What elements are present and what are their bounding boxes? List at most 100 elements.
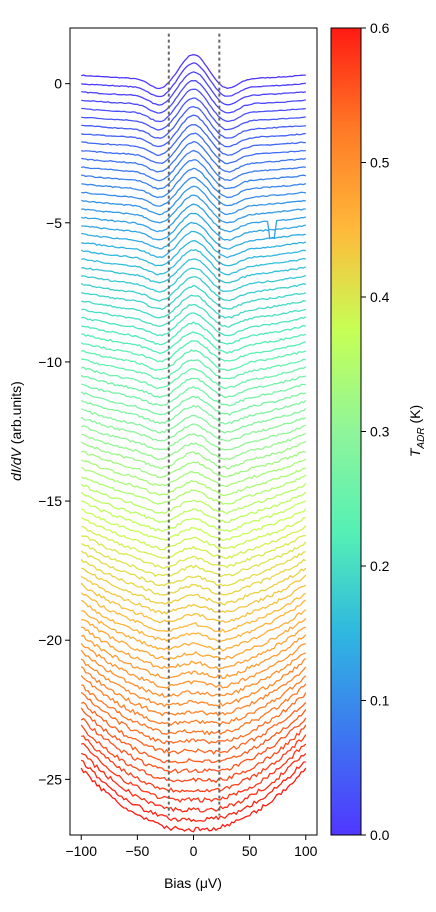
spectrum-trace — [81, 609, 307, 652]
spectrum-trace — [80, 649, 307, 698]
spectrum-trace — [81, 132, 306, 165]
spectrum-trace — [81, 176, 306, 207]
colorbar-tick-label: 0.3 — [370, 424, 390, 440]
spectrum-trace — [80, 440, 307, 470]
spectrum-trace — [81, 567, 307, 606]
colorbar-label-unit: (K) — [407, 405, 423, 428]
spectrum-trace — [80, 759, 306, 823]
spectrum-trace — [80, 550, 306, 587]
spectrum-trace — [81, 331, 307, 355]
spectrum-trace — [80, 374, 306, 399]
colorbar-tick-label: 0.0 — [370, 827, 390, 843]
spectrum-trace — [80, 407, 307, 434]
spectrum-trace — [81, 626, 306, 671]
y-axis-label-quantity: dI/dV — [8, 446, 24, 480]
spectrum-trace — [81, 358, 306, 381]
colorbar-label-main: T — [407, 447, 423, 457]
spectrum-trace — [80, 340, 307, 363]
spectrum-trace — [81, 525, 307, 560]
spectrum-trace — [80, 466, 306, 496]
spectrum-trace — [81, 53, 306, 90]
spectrum-trace — [81, 742, 307, 804]
spectrum-trace — [80, 558, 307, 596]
spectrum-trace — [81, 88, 306, 123]
spectrum-trace — [80, 666, 307, 717]
spectrum-trace — [80, 752, 307, 813]
spectrum-trace — [80, 592, 307, 633]
spectrum-trace — [80, 767, 307, 833]
spectrum-trace — [80, 284, 306, 311]
spectrum-trace — [80, 458, 307, 488]
y-axis-label-unit: (arb.units) — [8, 381, 24, 448]
spectrum-trace — [80, 675, 307, 726]
spectrum-trace — [81, 432, 307, 461]
spectrum-trace — [81, 71, 306, 106]
spectrum-trace — [81, 230, 307, 259]
y-tick-label: 0 — [54, 76, 62, 92]
reference-lines — [167, 33, 221, 816]
colorbar-tick-label: 0.1 — [370, 693, 390, 709]
spectrum-trace — [81, 267, 307, 293]
spectrum-trace — [81, 114, 306, 148]
y-tick-label: −15 — [38, 493, 62, 509]
x-axis-ticks: −100 −50 0 50 100 — [65, 835, 318, 859]
colorbar-label: TADR (K) — [407, 405, 427, 457]
spectrum-trace — [80, 658, 307, 708]
spectrum-trace — [80, 482, 307, 515]
spectrum-trace — [80, 366, 307, 390]
spectrum-trace — [81, 167, 307, 199]
y-axis-ticks: 0 −5 −10 −15 −20 −25 — [38, 76, 70, 787]
spectrum-trace — [80, 717, 307, 774]
spectrum-trace — [81, 79, 306, 114]
spectrum-trace — [80, 391, 307, 416]
spectrum-trace — [81, 450, 306, 479]
spectrum-trace — [81, 303, 306, 328]
colorbar-label-sub: ADR — [416, 427, 427, 449]
colorbar-tick-label: 0.4 — [370, 289, 390, 305]
spectrum-trace — [80, 185, 306, 216]
spectrum-trace — [81, 618, 307, 661]
spectrum-trace — [80, 574, 307, 615]
spectrum-trace — [81, 140, 307, 173]
y-tick-label: −10 — [38, 354, 62, 370]
spectrum-trace — [80, 701, 307, 756]
spectrum-trace — [81, 258, 307, 284]
spectrum-trace — [81, 124, 306, 157]
spectrum-trace — [80, 642, 306, 689]
spectrum-trace — [81, 106, 306, 139]
spectrum-trace — [81, 383, 306, 407]
spectrum-trace — [81, 149, 306, 182]
spectrum-trace — [80, 516, 306, 551]
spectrum-trace — [80, 634, 307, 680]
spectrum-trace — [80, 399, 307, 425]
y-tick-label: −25 — [38, 771, 62, 787]
x-tick-label: 50 — [242, 843, 258, 859]
spectrum-trace — [81, 97, 306, 131]
spectrum-trace — [80, 599, 307, 643]
spectrum-trace — [81, 248, 306, 276]
trace-group — [80, 53, 307, 833]
spectrum-trace — [80, 276, 307, 302]
spectrum-trace — [80, 474, 307, 505]
spectrum-trace — [81, 194, 306, 224]
colorbar — [330, 27, 362, 836]
spectrum-trace — [80, 416, 307, 442]
spectrum-trace — [80, 240, 306, 267]
spectrum-trace — [81, 734, 307, 793]
y-axis-label: dI/dV (arb.units) — [8, 381, 24, 481]
x-tick-label: 0 — [190, 843, 198, 859]
spectrum-trace — [81, 159, 306, 190]
y-tick-label: −5 — [46, 215, 62, 231]
colorbar-ticks: 0.0 0.1 0.2 0.3 0.4 0.5 0.6 — [361, 20, 390, 843]
spectrum-trace — [81, 212, 307, 241]
spectrum-trace — [80, 500, 307, 533]
spectrum-trace — [80, 491, 307, 524]
spectrum-trace — [81, 294, 306, 319]
x-tick-label: 100 — [294, 843, 318, 859]
spectrum-trace — [81, 508, 307, 542]
spectrum-trace — [80, 348, 307, 372]
spectrum-trace — [81, 312, 307, 337]
spectrum-trace — [81, 321, 306, 346]
plot-area — [69, 27, 318, 836]
colorbar-tick-label: 0.6 — [370, 20, 390, 36]
